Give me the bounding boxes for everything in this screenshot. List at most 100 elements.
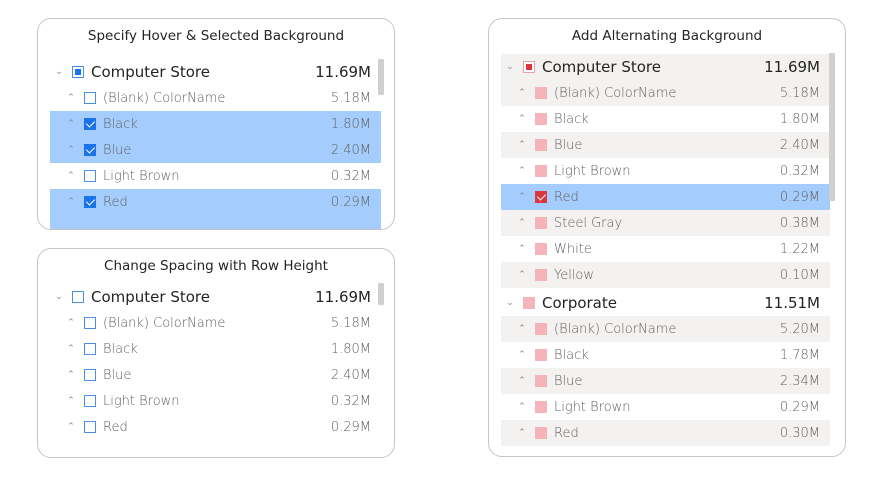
- checkbox[interactable]: [84, 92, 96, 104]
- tree-row-selected[interactable]: ⌃ Red 0.29M: [50, 189, 381, 215]
- tree-row[interactable]: ⌃ Blue 2.34M: [501, 368, 830, 394]
- tree-row-selected[interactable]: ⌃ Blue 2.40M: [50, 137, 381, 163]
- checkbox[interactable]: [535, 349, 547, 361]
- checkbox[interactable]: [535, 113, 547, 125]
- checkbox[interactable]: [535, 427, 547, 439]
- chevron-up-icon[interactable]: ⌃: [518, 350, 526, 360]
- row-label: Light Brown: [554, 399, 631, 415]
- checkbox[interactable]: [535, 139, 547, 151]
- checkbox[interactable]: [72, 291, 84, 303]
- chevron-up-icon[interactable]: ⌃: [67, 197, 75, 207]
- slicer-row-height: Change Spacing with Row Height ⌄ Compute…: [37, 248, 395, 458]
- chevron-up-icon[interactable]: ⌃: [67, 370, 75, 380]
- row-value: 0.32M: [779, 163, 820, 179]
- slicer-list: ⌄ Computer Store 11.69M ⌃ (Blank) ColorN…: [50, 59, 381, 229]
- chevron-up-icon[interactable]: ⌃: [67, 145, 75, 155]
- checkbox[interactable]: [72, 66, 84, 78]
- row-value: 1.78M: [779, 347, 820, 363]
- row-value: 11.51M: [764, 294, 820, 312]
- row-value: 0.29M: [779, 189, 820, 205]
- chevron-up-icon[interactable]: ⌃: [518, 270, 526, 280]
- tree-row[interactable]: ⌃ Blue 2.40M: [50, 362, 381, 388]
- chevron-down-icon[interactable]: ⌄: [506, 298, 514, 308]
- checkbox[interactable]: [535, 165, 547, 177]
- tree-row[interactable]: ⌃ (Blank) ColorName 5.18M: [501, 80, 830, 106]
- chevron-up-icon[interactable]: ⌃: [67, 119, 75, 129]
- checkbox[interactable]: [535, 217, 547, 229]
- tree-row-selected[interactable]: ⌃ Red 0.29M: [501, 184, 830, 210]
- tree-row[interactable]: ⌃ Blue 2.40M: [501, 132, 830, 158]
- chevron-up-icon[interactable]: ⌃: [518, 428, 526, 438]
- checkbox[interactable]: [523, 297, 535, 309]
- slicer-title: Change Spacing with Row Height: [104, 258, 328, 274]
- checkbox[interactable]: [84, 343, 96, 355]
- scrollbar[interactable]: [829, 53, 835, 201]
- row-label: Blue: [554, 373, 583, 389]
- tree-row-computer-store[interactable]: ⌄ Computer Store 11.69M: [50, 59, 381, 85]
- checkbox-checked[interactable]: [84, 118, 96, 130]
- tree-row[interactable]: ⌃ Light Brown 0.32M: [50, 163, 381, 189]
- tree-row[interactable]: ⌃ (Blank) ColorName 5.18M: [50, 85, 381, 111]
- tree-row[interactable]: ⌃ Light Brown 0.29M: [501, 394, 830, 420]
- tree-row[interactable]: ⌃ Yellow 0.10M: [501, 262, 830, 288]
- tree-row[interactable]: ⌃ Black 1.80M: [50, 336, 381, 362]
- chevron-up-icon[interactable]: ⌃: [518, 376, 526, 386]
- checkbox[interactable]: [84, 421, 96, 433]
- chevron-up-icon[interactable]: ⌃: [518, 218, 526, 228]
- tree-row[interactable]: ⌃ (Blank) ColorName 5.18M: [50, 310, 381, 336]
- checkbox[interactable]: [535, 375, 547, 387]
- chevron-up-icon[interactable]: ⌃: [67, 171, 75, 181]
- chevron-up-icon[interactable]: ⌃: [67, 422, 75, 432]
- row-label: (Blank) ColorName: [554, 85, 677, 101]
- chevron-up-icon[interactable]: ⌃: [67, 344, 75, 354]
- checkbox[interactable]: [535, 269, 547, 281]
- chevron-up-icon[interactable]: ⌃: [518, 402, 526, 412]
- chevron-up-icon[interactable]: ⌃: [518, 244, 526, 254]
- checkbox[interactable]: [84, 395, 96, 407]
- tree-row-computer-store[interactable]: ⌄ Computer Store 11.69M: [501, 54, 830, 80]
- chevron-up-icon[interactable]: ⌃: [518, 88, 526, 98]
- chevron-up-icon[interactable]: ⌃: [518, 140, 526, 150]
- tree-row-selected[interactable]: ⌃ Black 1.80M: [50, 111, 381, 137]
- slicer-list: ⌄ Computer Store 11.69M ⌃ (Blank) ColorN…: [501, 54, 830, 450]
- tree-row[interactable]: ⌃ White 1.22M: [501, 236, 830, 262]
- tree-row-computer-store[interactable]: ⌄ Computer Store 11.69M: [50, 284, 381, 310]
- checkbox[interactable]: [535, 401, 547, 413]
- chevron-up-icon[interactable]: ⌃: [518, 192, 526, 202]
- checkbox[interactable]: [523, 61, 535, 73]
- tree-row[interactable]: ⌃ Red 0.30M: [501, 420, 830, 446]
- scrollbar[interactable]: [378, 59, 384, 95]
- tree-row-partial[interactable]: [50, 215, 381, 229]
- row-value: 0.29M: [330, 194, 371, 210]
- tree-row[interactable]: ⌃ Black 1.80M: [501, 106, 830, 132]
- chevron-down-icon[interactable]: ⌄: [506, 62, 514, 72]
- row-label: Blue: [103, 142, 132, 158]
- chevron-down-icon[interactable]: ⌄: [55, 67, 63, 77]
- checkbox[interactable]: [84, 369, 96, 381]
- row-label: Black: [103, 116, 138, 132]
- chevron-up-icon[interactable]: ⌃: [518, 166, 526, 176]
- checkbox-checked[interactable]: [535, 191, 547, 203]
- tree-row[interactable]: ⌃ Black 1.78M: [501, 342, 830, 368]
- checkbox-checked[interactable]: [84, 144, 96, 156]
- chevron-down-icon[interactable]: ⌄: [55, 292, 63, 302]
- chevron-up-icon[interactable]: ⌃: [518, 324, 526, 334]
- checkbox[interactable]: [535, 323, 547, 335]
- checkbox[interactable]: [535, 243, 547, 255]
- checkbox[interactable]: [84, 317, 96, 329]
- chevron-up-icon[interactable]: ⌃: [67, 93, 75, 103]
- chevron-up-icon[interactable]: ⌃: [67, 396, 75, 406]
- tree-row[interactable]: ⌃ Red 0.29M: [50, 414, 381, 440]
- chevron-up-icon[interactable]: ⌃: [518, 114, 526, 124]
- scrollbar[interactable]: [378, 283, 384, 305]
- row-label: Black: [554, 111, 589, 127]
- tree-row[interactable]: ⌃ Light Brown 0.32M: [501, 158, 830, 184]
- checkbox[interactable]: [535, 87, 547, 99]
- chevron-up-icon[interactable]: ⌃: [67, 318, 75, 328]
- tree-row-corporate[interactable]: ⌄ Corporate 11.51M: [501, 290, 830, 316]
- checkbox-checked[interactable]: [84, 196, 96, 208]
- checkbox[interactable]: [84, 170, 96, 182]
- tree-row[interactable]: ⌃ (Blank) ColorName 5.20M: [501, 316, 830, 342]
- tree-row[interactable]: ⌃ Steel Gray 0.38M: [501, 210, 830, 236]
- tree-row[interactable]: ⌃ Light Brown 0.32M: [50, 388, 381, 414]
